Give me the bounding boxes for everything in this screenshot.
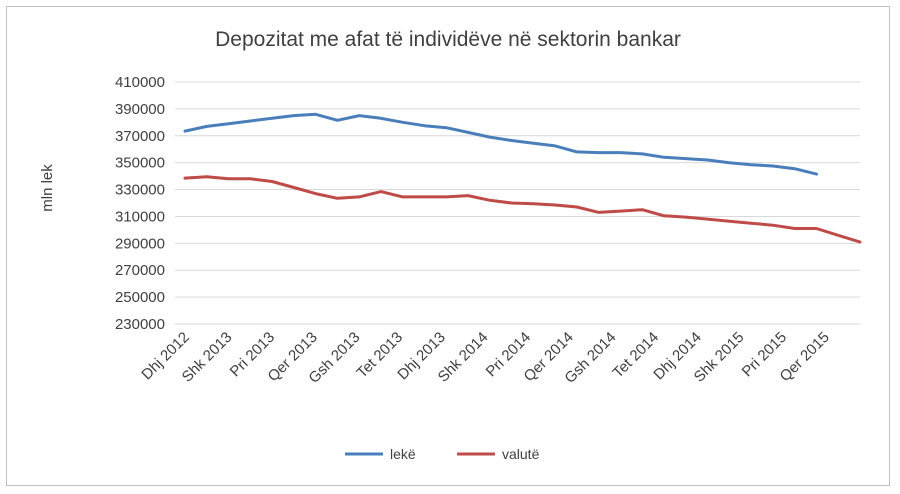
legend: lekë valutë [345, 446, 540, 462]
y-tick-label: 310000 [115, 208, 165, 225]
y-tick-label: 390000 [115, 101, 165, 118]
y-tick-label: 330000 [115, 182, 165, 199]
gridlines [175, 81, 860, 325]
series-line-valute [183, 175, 862, 244]
legend-label: lekë [390, 446, 416, 462]
y-tick-label: 290000 [115, 235, 165, 252]
legend-label: valutë [502, 446, 540, 462]
y-tick-label: 350000 [115, 155, 165, 172]
y-tick-labels: 230000 250000 270000 290000 310000 330000 3500… [115, 74, 165, 333]
chart-title: Depozitat me afat të individëve në sekto… [215, 28, 681, 51]
y-tick-label: 370000 [115, 128, 165, 145]
y-tick-label: 270000 [115, 262, 165, 279]
series-lines [183, 112, 862, 244]
series-line-leke [183, 112, 818, 176]
y-tick-label: 250000 [115, 289, 165, 306]
y-tick-label: 230000 [115, 316, 165, 333]
y-axis-label: mln lek [39, 164, 56, 212]
y-tick-label: 410000 [115, 74, 165, 91]
chart-frame [6, 6, 890, 486]
